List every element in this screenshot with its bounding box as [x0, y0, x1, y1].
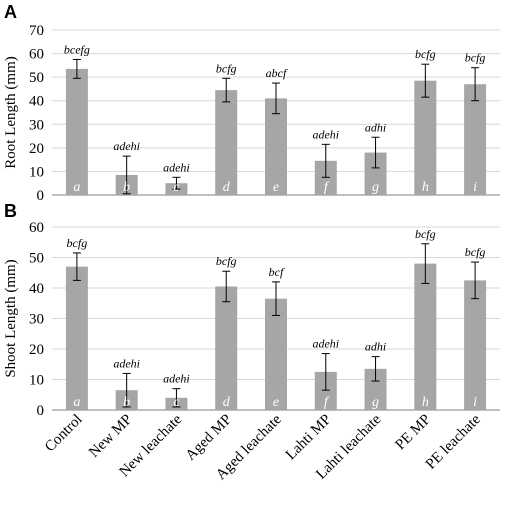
significance-label: bcfg [465, 51, 486, 65]
bar [364, 152, 387, 195]
y-axis-label: Root Length (mm) [3, 56, 19, 169]
bar-letter: b [123, 180, 130, 195]
significance-label: bcefg [64, 42, 90, 56]
y-tick-label: 20 [29, 141, 44, 157]
bar [215, 286, 238, 410]
significance-label: adehi [163, 160, 190, 174]
bar [464, 84, 487, 195]
y-tick-label: 20 [29, 342, 44, 358]
bar [314, 160, 337, 195]
y-tick-label: 10 [29, 164, 44, 180]
y-tick-label: 30 [29, 117, 44, 133]
bar-letter: d [223, 180, 231, 195]
bar-letter: i [473, 180, 477, 195]
bar-letter: b [123, 395, 130, 410]
bar-letter: c [173, 395, 180, 410]
y-tick-label: 30 [29, 312, 44, 328]
x-tick-label: Lahti MP [283, 412, 335, 464]
panel-label: B [4, 201, 17, 221]
significance-label: bcfg [216, 61, 237, 75]
bar [414, 263, 437, 410]
y-tick-label: 40 [29, 94, 44, 110]
bar [464, 280, 487, 410]
significance-label: bcfg [465, 245, 486, 259]
y-tick-label: 70 [29, 23, 44, 39]
bar-letter: c [173, 180, 180, 195]
significance-label: adehi [312, 337, 339, 351]
significance-label: adehi [312, 127, 339, 141]
bar-letter: d [223, 395, 231, 410]
x-tick-label: Aged MP [183, 412, 235, 464]
y-tick-label: 50 [29, 70, 44, 86]
bar-letter: a [73, 180, 80, 195]
y-tick-label: 0 [37, 403, 45, 419]
significance-label: abcf [266, 66, 288, 80]
y-tick-label: 50 [29, 251, 44, 267]
bar-letter: a [73, 395, 80, 410]
bar-letter: h [422, 395, 429, 410]
panel-label: A [4, 2, 17, 22]
bar-letter: g [372, 180, 379, 195]
significance-label: adehi [113, 356, 140, 370]
bar [215, 90, 238, 195]
bar [364, 368, 387, 410]
bar [65, 266, 88, 410]
significance-label: bcf [269, 265, 285, 279]
bar-letter: g [372, 395, 379, 410]
significance-label: bcfg [415, 227, 436, 241]
x-tick-label: PE leachate [423, 411, 484, 472]
x-tick-label: PE MP [392, 412, 434, 454]
x-tick-label: Control [42, 412, 86, 456]
y-tick-label: 10 [29, 373, 44, 389]
bar [265, 298, 287, 410]
significance-label: adehi [163, 372, 190, 386]
significance-label: adhi [365, 340, 386, 354]
bar-letter: e [273, 180, 279, 195]
bar-letter: h [422, 180, 429, 195]
bar [314, 371, 337, 410]
significance-label: adhi [365, 120, 386, 134]
bar [414, 80, 437, 195]
y-tick-label: 40 [29, 281, 44, 297]
bar [265, 98, 287, 195]
bar-letter: f [324, 180, 330, 195]
y-tick-label: 0 [37, 188, 45, 204]
significance-label: bcfg [415, 47, 436, 61]
bar [65, 68, 88, 195]
significance-label: bcfg [216, 254, 237, 268]
bar-letter: e [273, 395, 279, 410]
bar-letter: i [473, 395, 477, 410]
y-axis-label: Shoot Length (mm) [3, 259, 19, 377]
significance-label: bcfg [67, 236, 88, 250]
bar-letter: f [324, 395, 330, 410]
x-tick-label: New MP [86, 412, 135, 461]
y-tick-label: 60 [29, 220, 44, 236]
significance-label: adehi [113, 139, 140, 153]
y-tick-label: 60 [29, 47, 44, 63]
